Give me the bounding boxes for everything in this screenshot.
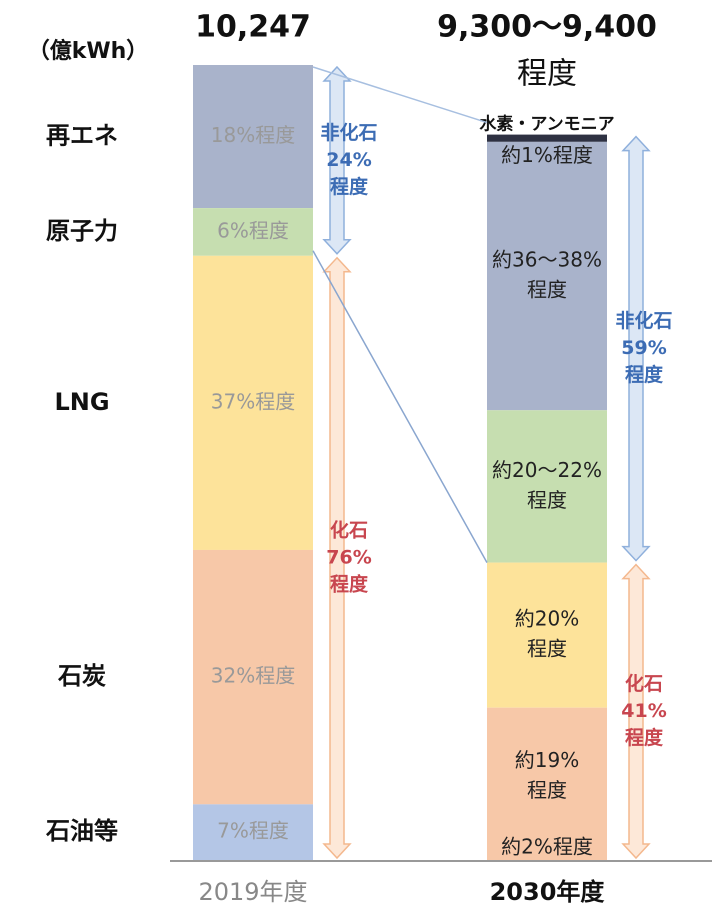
bar-segment <box>193 65 313 209</box>
bar-segment <box>193 255 313 550</box>
label: 程度 <box>625 363 664 386</box>
bar-segment <box>487 707 607 846</box>
bar-segment <box>487 141 607 411</box>
total-label: 9,300～9,400 <box>437 10 657 45</box>
row-label: LNG <box>54 388 109 416</box>
label: 41% <box>621 700 666 722</box>
label: 程度 <box>625 726 664 749</box>
row-label: 石炭 <box>57 662 106 690</box>
total-label: 10,247 <box>195 10 311 45</box>
label: 程度 <box>330 572 369 595</box>
total-label: 程度 <box>517 57 577 92</box>
segment-name: 水素・アンモニア <box>479 114 614 135</box>
label: 程度 <box>330 175 369 198</box>
label: 約1%程度 <box>501 143 593 167</box>
label: 程度 <box>527 778 567 802</box>
label: 18%程度 <box>211 123 295 147</box>
bar-segment <box>487 562 607 708</box>
label: 約19% <box>515 748 579 772</box>
bar-segment <box>487 134 607 142</box>
bar-segment <box>193 208 313 256</box>
category-label: 2019年度 <box>198 878 307 906</box>
range-arrow <box>621 135 651 562</box>
label: 非化石 <box>615 309 672 332</box>
connector <box>312 250 488 563</box>
category-label: 2030年度 <box>490 878 606 906</box>
label: 59% <box>621 337 666 359</box>
label: 化石 <box>330 518 368 541</box>
label: 32%程度 <box>211 664 295 688</box>
label: 非化石 <box>320 121 377 144</box>
label: 程度 <box>527 637 567 661</box>
label: 化石 <box>625 672 663 695</box>
connector <box>312 66 488 124</box>
row-label: 石油等 <box>45 817 118 845</box>
label: 76% <box>326 546 371 568</box>
bar-segment <box>193 549 313 805</box>
label: 約20% <box>515 607 579 631</box>
label: 程度 <box>527 278 567 302</box>
range-arrow <box>621 563 651 860</box>
row-label: 原子力 <box>46 217 118 245</box>
label: 程度 <box>527 488 567 512</box>
label: 7%程度 <box>217 819 289 843</box>
range-arrow <box>322 65 352 255</box>
label: 約2%程度 <box>501 835 593 859</box>
bar-segment <box>487 410 607 563</box>
label: 約36～38% <box>492 248 602 272</box>
row-label: 再エネ <box>46 122 118 150</box>
bar-segment <box>487 845 607 860</box>
range-arrow <box>322 256 352 860</box>
bar-segment <box>193 804 313 860</box>
label: 37%程度 <box>211 389 295 413</box>
label: 約20～22% <box>492 458 602 482</box>
label: 24% <box>326 149 371 171</box>
unit-label: （億kWh） <box>28 38 149 64</box>
label: 6%程度 <box>217 218 289 242</box>
